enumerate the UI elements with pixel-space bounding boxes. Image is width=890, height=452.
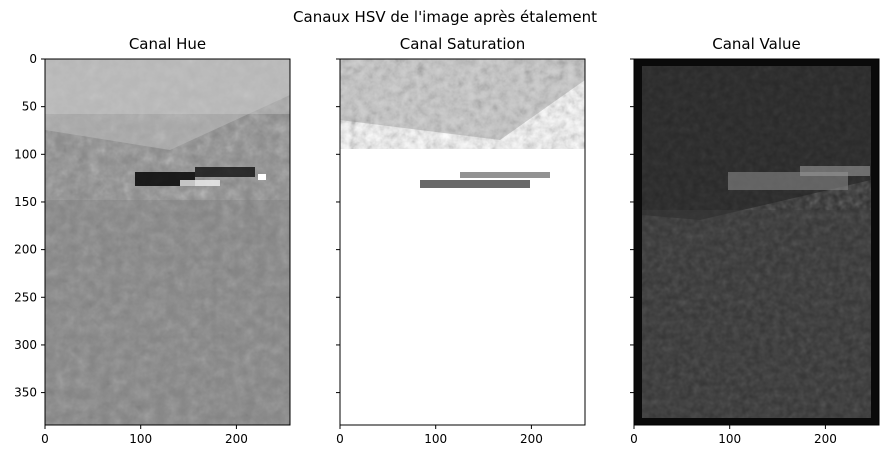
y-tick-label-hue-100: 100 [14,147,37,161]
axis-ticks: 0 100 200 0 50 100 150 200 250 300 350 0 100 200 0 100 2… [14,52,837,446]
y-tick-label-hue-350: 350 [14,386,37,400]
x-tick-label-value-100: 100 [718,432,741,446]
y-tick-label-hue-250: 250 [14,290,37,304]
panel-title-saturation: Canal Saturation [399,35,526,53]
x-tick-label-saturation-0: 0 [336,432,344,446]
x-tick-label-value-200: 200 [814,432,837,446]
y-tick-label-hue-300: 300 [14,338,37,352]
x-tick-label-hue-100: 100 [129,432,152,446]
axes-frame-saturation [339,58,586,426]
panel-title-hue: Canal Hue [128,35,207,53]
figure-suptitle: Canaux HSV de l'image après étalement [293,8,597,26]
x-tick-label-saturation-200: 200 [520,432,543,446]
x-tick-label-hue-200: 200 [225,432,248,446]
y-tick-label-hue-0: 0 [29,52,37,66]
image-value [634,59,879,425]
y-tick-label-hue-200: 200 [14,243,37,257]
y-tick-label-hue-150: 150 [14,195,37,209]
axes-frame-hue [44,58,291,426]
image-hue [45,59,290,425]
y-tick-label-hue-50: 50 [22,100,37,114]
axes-frame-value [633,58,880,426]
panel-title-value: Canal Value [712,35,801,53]
x-tick-label-value-0: 0 [630,432,638,446]
x-tick-label-hue-0: 0 [41,432,49,446]
image-saturation [340,59,585,425]
x-tick-label-saturation-100: 100 [424,432,447,446]
